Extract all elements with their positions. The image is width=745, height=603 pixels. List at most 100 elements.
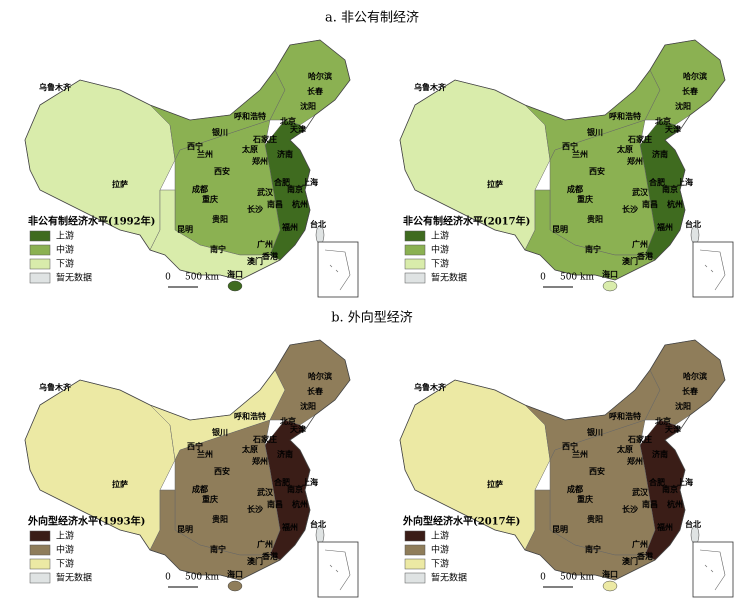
hainan [602, 580, 618, 592]
city-label: 成都 [192, 484, 208, 494]
legend-title: 非公有制经济水平(1992年) [28, 215, 155, 228]
legend-label: 上游 [56, 530, 74, 542]
legend-swatch [29, 558, 51, 570]
city-label: 北京 [280, 416, 296, 426]
city-label: 拉萨 [112, 479, 128, 489]
city-label: 台北 [685, 519, 701, 529]
legend-title: 非公有制经济水平(2017年) [403, 215, 530, 228]
city-label: 北京 [655, 416, 671, 426]
legend-label: 下游 [431, 258, 449, 270]
city-label: 贵阳 [212, 514, 228, 524]
legend-swatch [29, 530, 51, 542]
city-label: 济南 [652, 149, 668, 159]
city-label: 成都 [192, 184, 208, 194]
city-label: 昆明 [177, 524, 193, 534]
province-region [269, 39, 351, 126]
south-sea-inset [317, 541, 359, 598]
city-label: 沈阳 [300, 401, 316, 411]
city-label: 上海 [677, 477, 693, 487]
city-label: 石家庄 [252, 134, 277, 144]
city-label: 银川 [211, 127, 228, 137]
city-label: 合肥 [648, 177, 665, 187]
scale-label: 500 km [560, 573, 594, 583]
legend-swatch [29, 544, 51, 556]
province-region [644, 339, 726, 426]
city-label: 长春 [307, 86, 323, 96]
city-label: 长春 [682, 86, 698, 96]
legend-swatch [404, 530, 426, 542]
city-label: 太原 [241, 144, 258, 154]
city-label: 西宁 [187, 141, 203, 151]
city-label: 南京 [662, 484, 678, 494]
city-label: 银川 [586, 427, 603, 437]
inset-islands [324, 249, 351, 291]
scale-label: 500 km [185, 573, 219, 583]
city-label: 乌鲁木齐 [39, 82, 72, 92]
legend-label: 暂无数据 [431, 272, 467, 284]
city-label: 沈阳 [300, 101, 316, 111]
city-label: 石家庄 [252, 434, 277, 444]
city-label: 乌鲁木齐 [414, 382, 447, 392]
country-outline [399, 339, 726, 581]
inset-islands [699, 249, 726, 291]
city-label: 石家庄 [627, 434, 652, 444]
city-label: 长沙 [622, 204, 638, 214]
hainan [602, 280, 618, 292]
legend-swatch [404, 544, 426, 556]
city-label: 成都 [567, 184, 583, 194]
city-label: 海口 [227, 269, 243, 279]
city-label: 台北 [685, 219, 701, 229]
legend-label: 下游 [56, 258, 74, 270]
south-sea-inset [317, 241, 359, 298]
city-label: 西宁 [562, 441, 578, 451]
city-label: 拉萨 [487, 479, 503, 489]
city-label: 呼和浩特 [609, 111, 641, 121]
legend-swatch [29, 244, 51, 256]
country-outline [24, 39, 351, 281]
city-label: 福州 [656, 222, 673, 232]
city-label: 北京 [280, 116, 296, 126]
section-title: b. 外向型经济 [331, 310, 413, 326]
city-label: 上海 [302, 177, 318, 187]
city-label: 长沙 [247, 204, 263, 214]
city-label: 海口 [602, 569, 618, 579]
legend-swatch [29, 230, 51, 242]
legend-swatch [404, 244, 426, 256]
city-label: 香港 [261, 551, 279, 561]
legend-title: 外向型经济水平(1993年) [27, 515, 145, 528]
city-label: 呼和浩特 [234, 111, 266, 121]
city-label: 长沙 [622, 504, 638, 514]
city-label: 武汉 [632, 487, 649, 497]
city-label: 福州 [281, 222, 298, 232]
city-label: 哈尔滨 [683, 71, 707, 81]
legend-label: 暂无数据 [56, 272, 92, 284]
hainan [227, 280, 243, 292]
city-label: 南京 [287, 484, 303, 494]
legend-label: 下游 [56, 558, 74, 570]
city-label: 南昌 [267, 499, 283, 509]
city-label: 天津 [665, 424, 681, 434]
country-outline [24, 339, 351, 581]
city-label: 天津 [290, 424, 306, 434]
city-label: 呼和浩特 [234, 411, 266, 421]
city-label: 海口 [227, 569, 243, 579]
city-label: 武汉 [257, 487, 274, 497]
inset-islands [324, 549, 351, 591]
province-region [269, 339, 351, 426]
legend-swatch [404, 572, 426, 584]
city-label: 成都 [567, 484, 583, 494]
scale-zero: 0 [540, 273, 546, 283]
city-label: 贵阳 [587, 514, 603, 524]
legend-title: 外向型经济水平(2017年) [402, 515, 520, 528]
legend-swatch [29, 572, 51, 584]
city-label: 台北 [310, 219, 326, 229]
city-label: 兰州 [572, 449, 588, 459]
city-label: 南京 [287, 184, 303, 194]
city-label: 兰州 [197, 449, 213, 459]
city-label: 香港 [636, 251, 654, 261]
city-label: 澳门 [622, 556, 638, 566]
legend-swatch [404, 558, 426, 570]
city-label: 银川 [586, 127, 603, 137]
